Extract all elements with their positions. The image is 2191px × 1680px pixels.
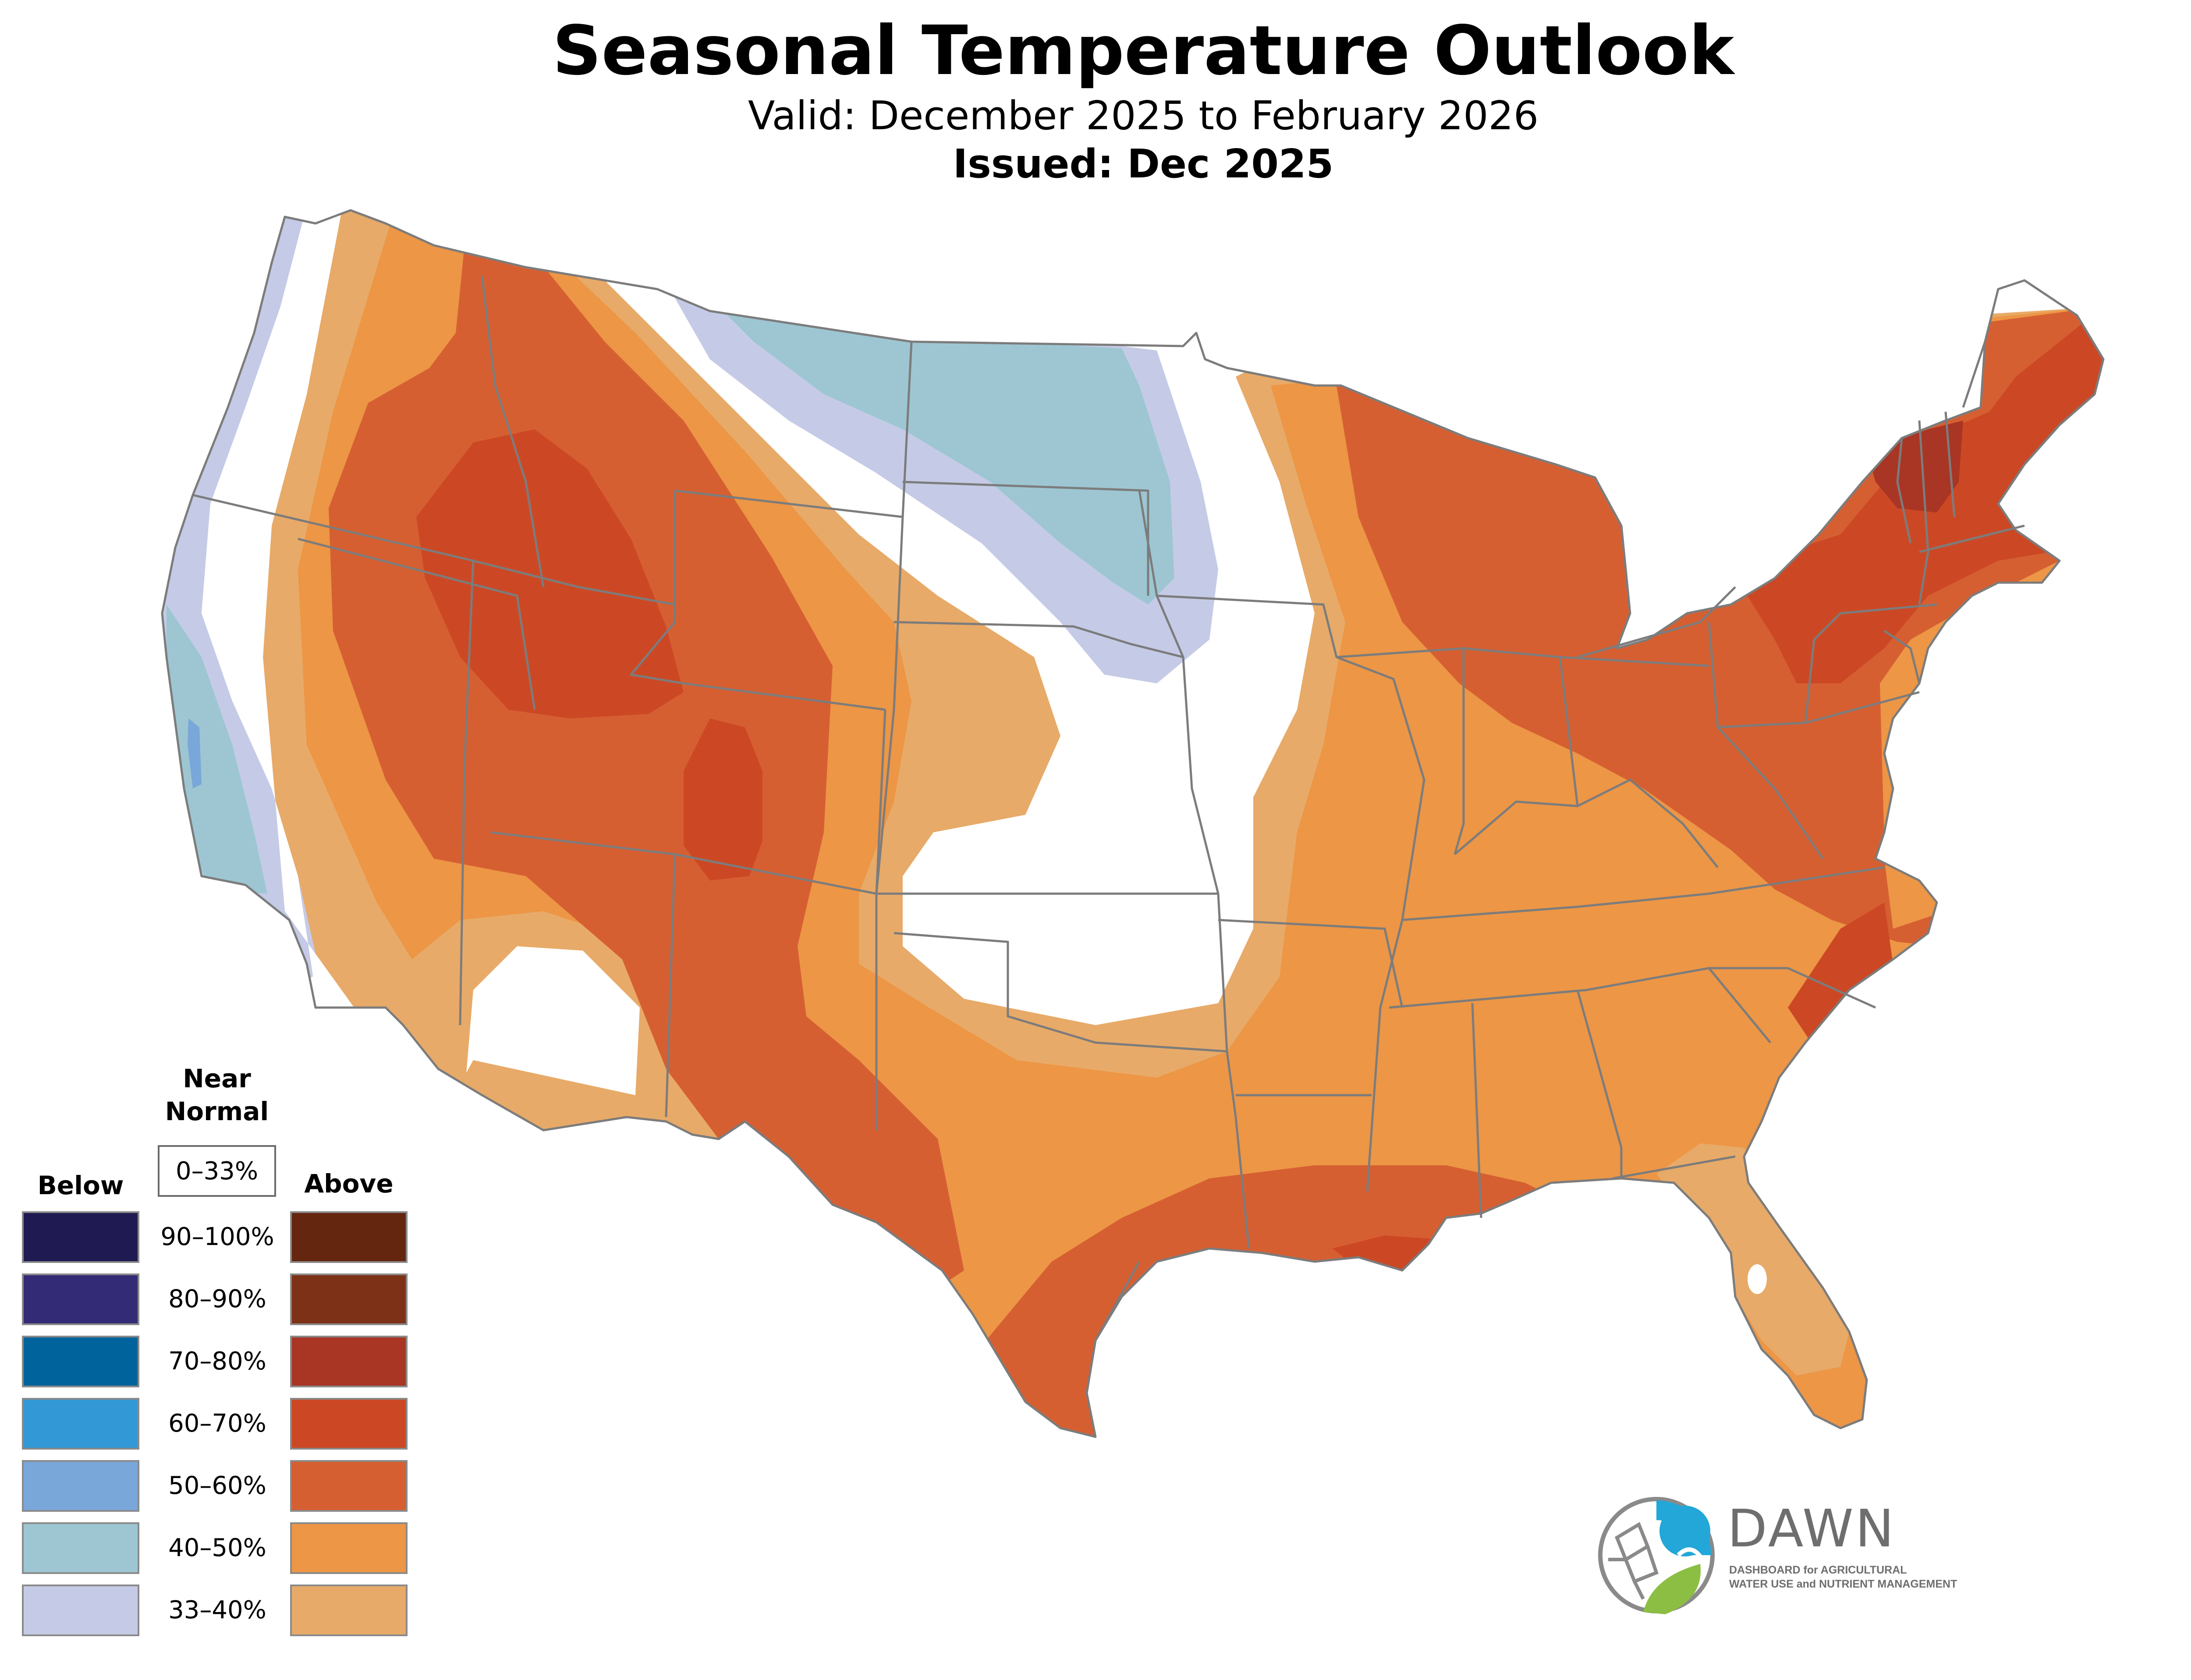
legend-below-swatch [22,1336,139,1387]
issued-date: Issued: Dec 2025 [953,141,1334,187]
above-33-40-florida-zone [1656,1143,1849,1376]
legend: Near Normal 0–33% Below Above 90–100% 80–… [0,0,438,1680]
near-normal-florida-spot [1748,1264,1767,1294]
legend-range-label: 60–70% [168,1409,266,1438]
above-60-70-west-zone [416,429,684,718]
legend-range-label: 70–80% [168,1347,266,1376]
dawn-logo-tagline-1: DASHBOARD for AGRICULTURAL [1729,1564,1907,1576]
legend-below-label: Below [37,1171,124,1200]
dawn-logo-name: DAWN [1727,1498,1896,1559]
legend-below-swatch [22,1585,139,1636]
legend-above-swatch [290,1398,408,1450]
legend-below-swatch [22,1522,139,1574]
legend-below-swatch [22,1398,139,1450]
legend-range-label: 90–100% [160,1223,274,1251]
legend-near-label-line2: Normal [165,1096,269,1126]
above-40-50-carolina-coast-zone [1884,859,1946,929]
below-50-60-california-zone [188,718,202,789]
legend-below-swatch [22,1273,139,1325]
legend-above-swatch [290,1585,408,1636]
dawn-logo: DAWN DASHBOARD for AGRICULTURAL WATER US… [1591,1489,2029,1630]
dawn-logo-icon [1598,1497,1715,1614]
legend-above-swatch [290,1336,408,1387]
dawn-logo-tagline-2: WATER USE and NUTRIENT MANAGEMENT [1729,1578,1957,1590]
legend-range-label: 50–60% [168,1471,266,1500]
below-40-50-north-zone [714,302,1174,605]
legend-near-normal-swatch: 0–33% [158,1145,276,1197]
legend-range-label: 40–50% [168,1534,266,1562]
valid-dates: Valid: December 2025 to February 2026 [748,93,1539,139]
legend-above-swatch [290,1460,408,1512]
legend-near-label-line1: Near [183,1064,251,1093]
above-60-70-rockies-zone [684,718,762,881]
legend-range-label: 80–90% [168,1285,266,1313]
legend-above-label: Above [304,1169,394,1199]
above-60-70-carolinas-zone [1788,902,1893,1060]
legend-range-label: 33–40% [168,1596,266,1624]
legend-above-swatch [290,1273,408,1325]
legend-below-swatch [22,1211,139,1263]
legend-below-swatch [22,1460,139,1512]
legend-above-swatch [290,1211,408,1263]
state-borders [162,210,2103,1437]
legend-near-range: 0–33% [175,1157,259,1185]
white-coastal-strip-zone [202,210,386,1051]
legend-above-swatch [290,1522,408,1574]
page-title: Seasonal Temperature Outlook [552,11,1734,90]
